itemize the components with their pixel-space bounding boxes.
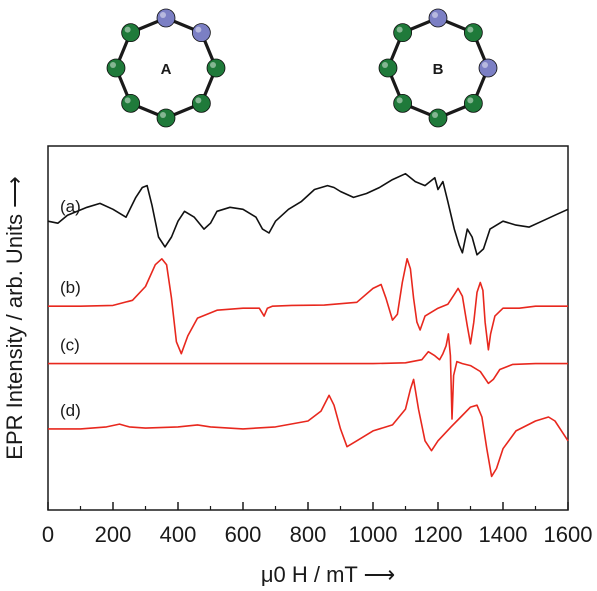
sphere-blue (191, 23, 211, 43)
x-tick-label: 1200 (414, 522, 463, 547)
sphere-green (206, 58, 226, 78)
ring-diagram-b (378, 8, 498, 128)
sphere-green (156, 108, 176, 128)
ring-diagram-a (106, 8, 226, 128)
sphere-highlight (195, 97, 202, 104)
sphere-highlight (160, 112, 166, 118)
trace-label-b: (b) (60, 278, 81, 297)
sphere-green (393, 23, 413, 43)
sphere-green (106, 58, 126, 78)
sphere-highlight (382, 62, 388, 68)
trace-labels: (a) (b) (c) (d) (60, 197, 81, 420)
y-axis-label: EPR Intensity / arb. Units ⟶ (2, 176, 27, 459)
trace-b (48, 258, 568, 355)
trace-c (48, 333, 568, 420)
ring-a-label: A (161, 61, 172, 78)
sphere-highlight (467, 97, 474, 104)
traces (47, 172, 569, 478)
sphere-highlight (124, 97, 131, 104)
sphere-blue (156, 8, 176, 28)
x-tick-label: 600 (225, 522, 262, 547)
x-axis-label: μ0 H / mT ⟶ (261, 562, 395, 587)
x-tick-label: 200 (95, 522, 132, 547)
trace-label-d: (d) (60, 401, 81, 420)
sphere-green (121, 23, 141, 43)
sphere-highlight (482, 62, 488, 68)
sphere-highlight (160, 12, 166, 18)
sphere-highlight (396, 26, 403, 33)
sphere-green (121, 93, 141, 113)
trace-label-a: (a) (60, 197, 81, 216)
x-tick-label: 1600 (544, 522, 593, 547)
sphere-highlight (467, 26, 474, 33)
x-axis-tick-labels: 0 200 400 600 800 1000 1200 1400 1600 (42, 522, 593, 547)
x-tick-label: 400 (160, 522, 197, 547)
x-axis-ticks (47, 502, 569, 510)
plot-frame (47, 145, 569, 511)
sphere-highlight (396, 97, 403, 104)
trace-d (48, 378, 569, 478)
sphere-blue (428, 8, 448, 28)
sphere-green (463, 23, 483, 43)
sphere-highlight (432, 12, 438, 18)
sphere-highlight (432, 112, 438, 118)
sphere-green (191, 93, 211, 113)
x-tick-label: 1000 (349, 522, 398, 547)
sphere-green (428, 108, 448, 128)
sphere-highlight (210, 62, 216, 68)
x-tick-label: 1400 (479, 522, 528, 547)
sphere-green (378, 58, 398, 78)
sphere-highlight (110, 62, 116, 68)
x-tick-label: 0 (42, 522, 54, 547)
ring-b-label: B (433, 61, 444, 78)
sphere-green (463, 93, 483, 113)
x-tick-label: 800 (290, 522, 327, 547)
sphere-green (393, 93, 413, 113)
sphere-highlight (124, 26, 131, 33)
trace-label-c: (c) (60, 336, 80, 355)
sphere-blue (478, 58, 498, 78)
sphere-highlight (195, 26, 202, 33)
trace-a (47, 172, 569, 256)
